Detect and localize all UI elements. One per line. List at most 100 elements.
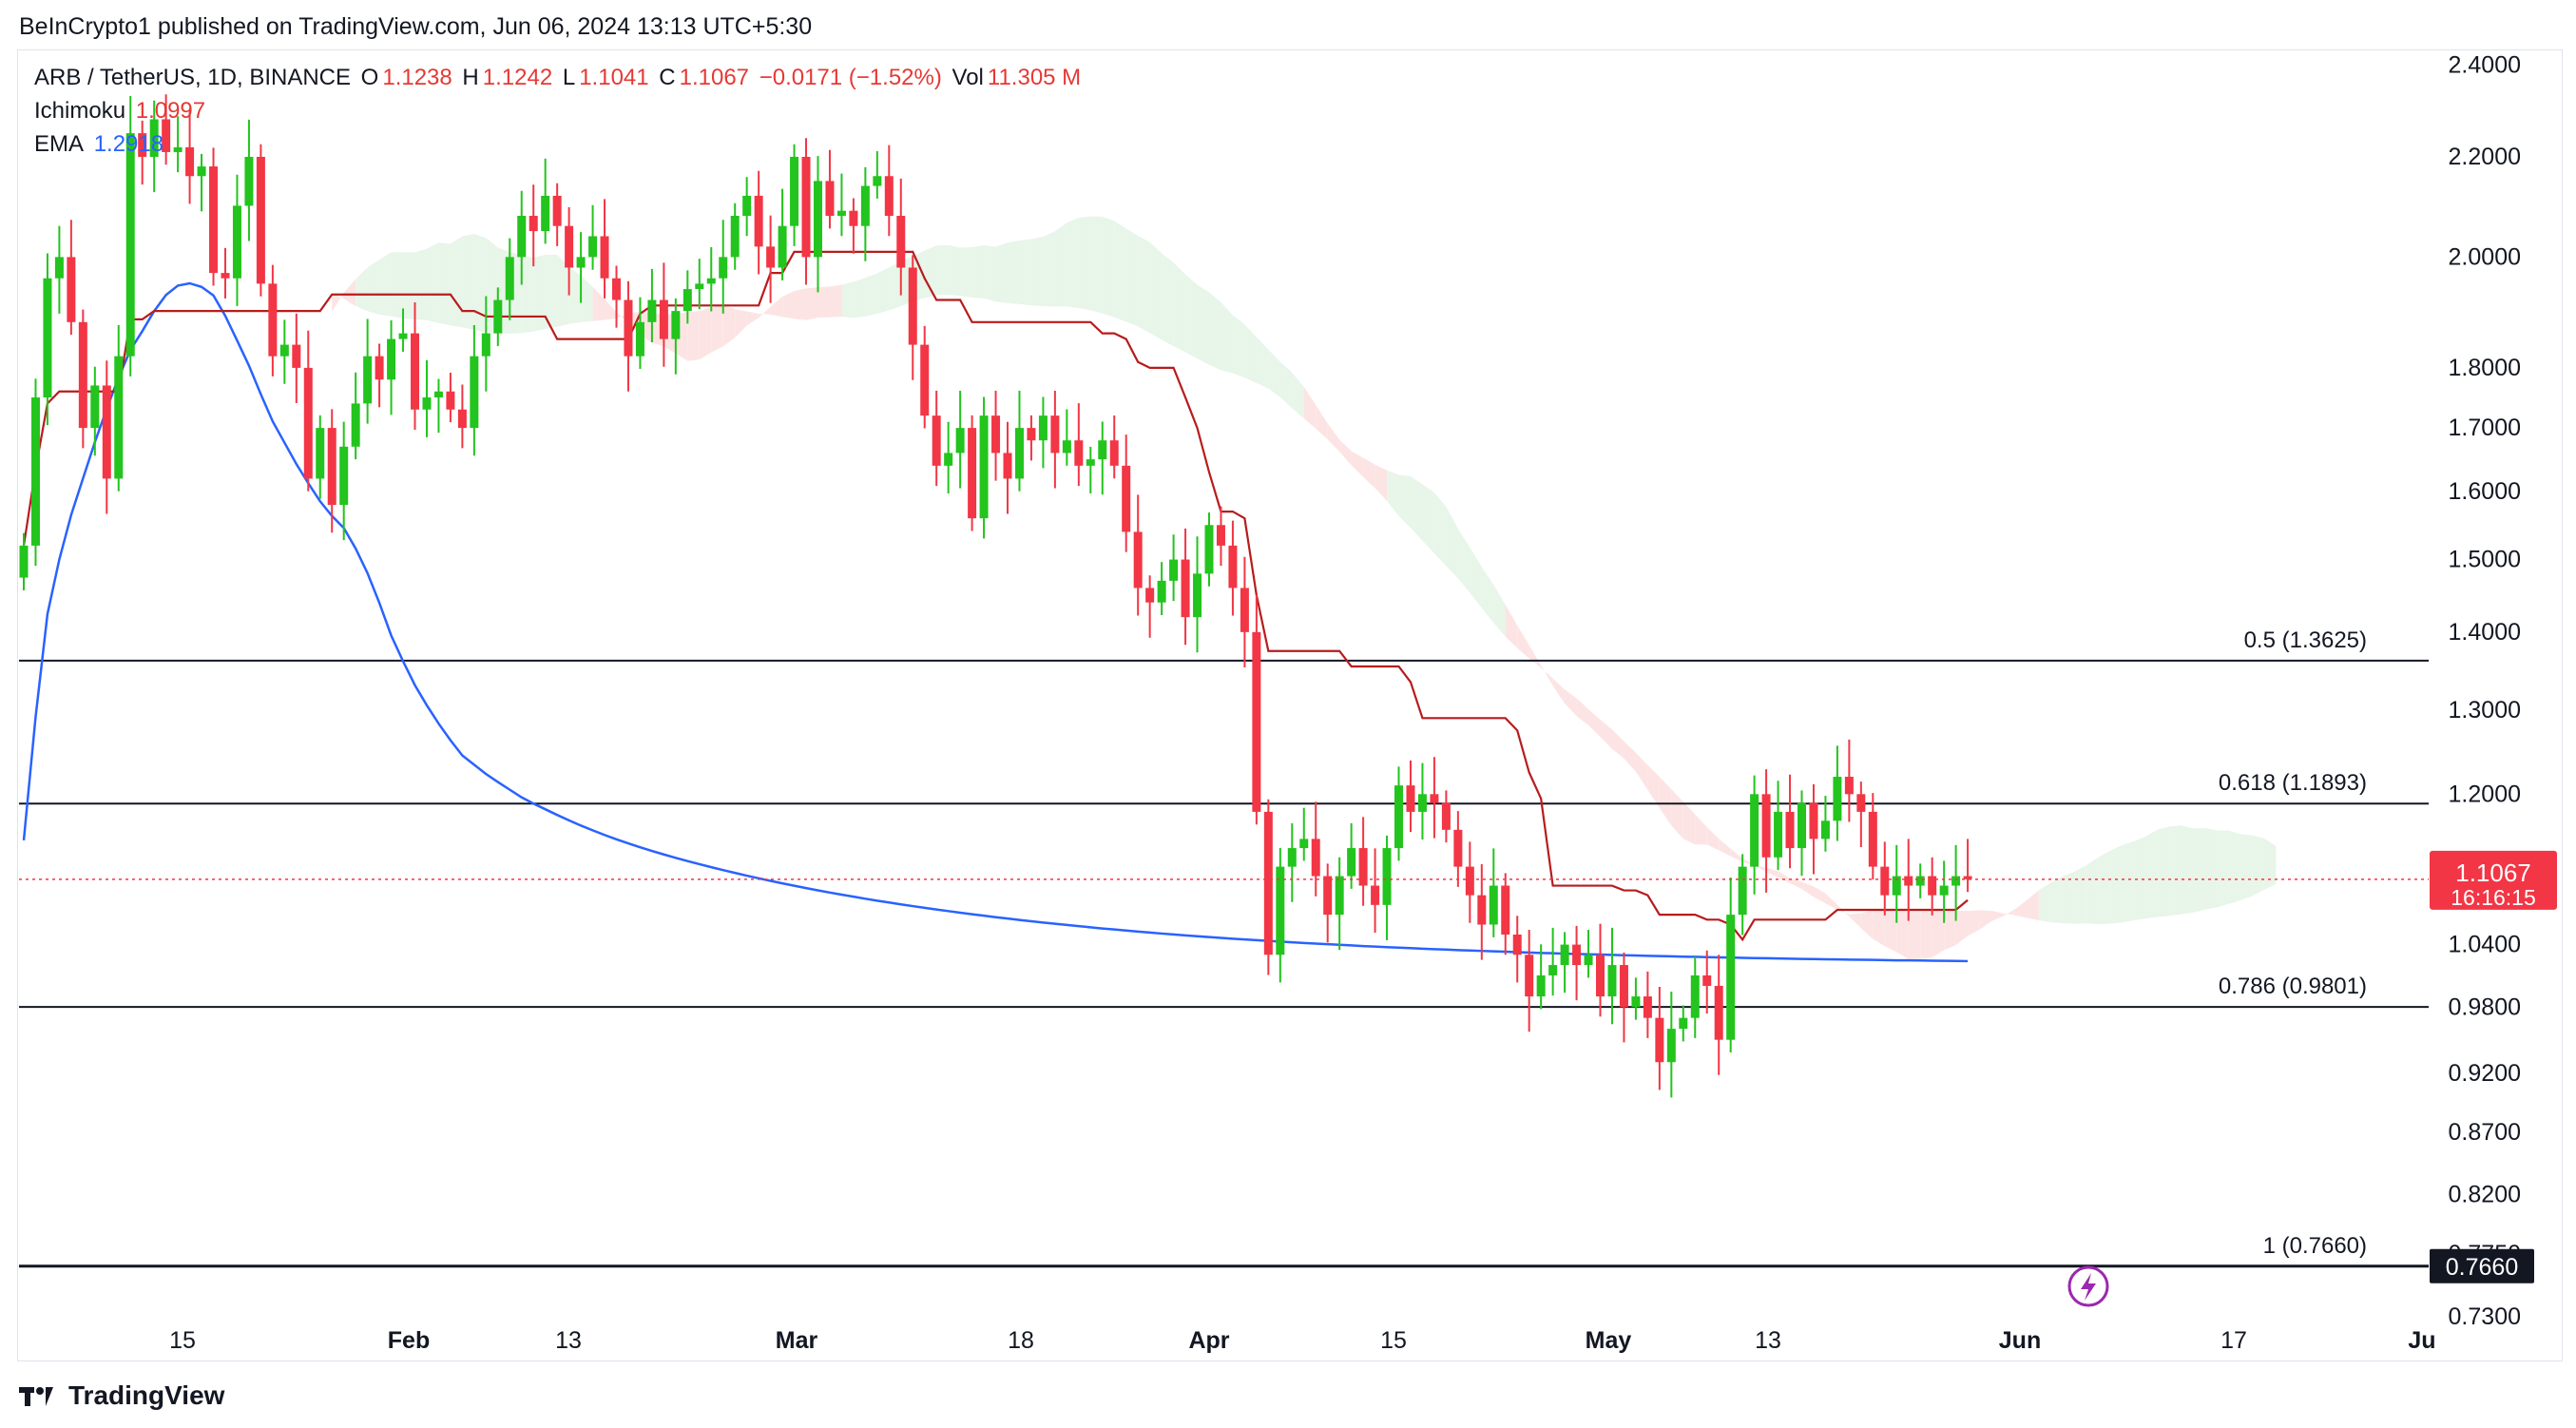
cloud-segment <box>2027 890 2039 921</box>
cloud-segment <box>1730 848 1743 862</box>
cloud-segment <box>2014 899 2028 918</box>
cloud-segment <box>2074 865 2086 924</box>
cloud-segment <box>356 267 368 312</box>
cloud-segment <box>1138 235 1150 334</box>
cloud-segment <box>391 252 404 319</box>
price-tick: 2.2000 <box>2449 144 2521 170</box>
candle-body <box>647 299 657 322</box>
fib-levels: 0.5 (1.3625) 0.618 (1.1893) 0.786 (0.9801)… <box>19 627 2429 1268</box>
candle-body <box>706 278 716 284</box>
cloud-segment <box>1719 839 1731 857</box>
cloud-segment <box>2133 836 2146 921</box>
cloud-segment <box>1410 475 1423 541</box>
candle-body <box>244 156 254 206</box>
cloud-segment <box>1102 216 1115 318</box>
cloud-segment <box>770 297 783 318</box>
candle-body <box>1844 777 1854 795</box>
cloud-segment <box>1979 910 1992 930</box>
cloud-segment <box>876 267 890 314</box>
cloud-segment <box>1339 439 1352 466</box>
candle-body <box>1785 811 1795 849</box>
cloud-segment <box>1778 871 1791 883</box>
candle-body <box>470 356 479 429</box>
candle-body <box>138 133 147 157</box>
cloud-segment <box>592 286 606 321</box>
vol-value: 11.305 M <box>987 65 1082 90</box>
cloud-segment <box>581 276 593 322</box>
cloud-segment <box>782 291 795 319</box>
candle-body <box>1086 459 1095 466</box>
cloud-segment <box>1279 361 1293 409</box>
candle-body <box>268 283 278 357</box>
cloud-segment <box>687 310 700 361</box>
cloud-segment <box>1790 878 1802 890</box>
candle-body <box>1038 415 1048 441</box>
time-tick: 15 <box>169 1327 196 1354</box>
candle-body <box>387 338 396 380</box>
time-tick: Feb <box>388 1327 430 1354</box>
fib-label: 0.5 (1.3625) <box>2244 627 2367 653</box>
symbol-label: ARB / TetherUS, 1D, BINANCE <box>34 65 351 90</box>
candle-body <box>1477 895 1487 925</box>
candle-body <box>552 195 562 226</box>
candle-body <box>446 391 455 410</box>
candle-body <box>1856 794 1866 812</box>
cloud-segment <box>2204 827 2217 910</box>
cloud-segment <box>1149 241 1163 340</box>
cloud-segment <box>853 278 866 318</box>
candle-body <box>1276 866 1285 955</box>
candle-body <box>1122 465 1131 532</box>
cloud-segment <box>1114 221 1126 322</box>
price-axis: 2.4000 2.2000 2.0000 1.8000 1.7000 1.6000 1.50… <box>2449 52 2521 1330</box>
tradingview-logo[interactable]: TradingView <box>19 1380 224 1411</box>
candle-body <box>54 257 64 279</box>
candle-body <box>1050 415 1060 453</box>
candle-body <box>221 273 230 279</box>
candle-body <box>1394 785 1404 849</box>
candle-body <box>529 215 538 232</box>
cloud-segment <box>473 234 487 333</box>
legend-ichimoku-row[interactable]: Ichimoku 1.0997 <box>34 98 209 125</box>
cloud-segment <box>711 305 723 353</box>
cloud-segment <box>605 299 617 320</box>
open-value: 1.1238 <box>382 65 452 90</box>
candle-body <box>493 299 503 334</box>
price-tick: 1.2000 <box>2449 781 2521 807</box>
cloud-segment <box>2086 858 2099 925</box>
cloud-segment <box>1209 292 1221 371</box>
candle-body <box>1252 631 1261 812</box>
cloud-segment <box>1067 218 1079 309</box>
cloud-segment <box>759 306 771 318</box>
low-label: L <box>562 65 576 90</box>
candle-body <box>1228 545 1238 589</box>
cloud-segment <box>841 281 854 318</box>
cloud-segment <box>1470 547 1482 608</box>
cloud-segment <box>794 288 807 320</box>
chart-frame <box>17 49 2563 1361</box>
time-axis: 15 Feb 13 Mar 18 Apr 15 May 13 Jun 17 Ju <box>169 1327 2436 1354</box>
candle-body <box>612 278 621 300</box>
candle-body <box>682 289 692 312</box>
cloud-segment <box>1505 605 1518 648</box>
cloud-segment <box>1268 349 1280 397</box>
candle-body <box>422 397 432 410</box>
time-tick: 17 <box>2220 1327 2247 1354</box>
candle-body <box>209 166 219 274</box>
time-tick: 13 <box>555 1327 582 1354</box>
cloud-segment <box>1292 372 1304 419</box>
cloud-segment <box>1433 492 1447 567</box>
candle-body <box>316 428 325 479</box>
candle-body <box>813 181 822 258</box>
cloud-segment <box>1030 237 1044 306</box>
candle-body <box>339 446 349 506</box>
close-label: C <box>659 65 676 90</box>
candle-body <box>1062 440 1071 453</box>
legend-ema-row[interactable]: EMA 1.2918 <box>34 131 167 158</box>
cloud-segment <box>1706 827 1720 851</box>
candle-body <box>1951 876 1961 886</box>
candle-body <box>1204 525 1214 574</box>
candle-body <box>1833 777 1842 821</box>
cloud-segment <box>1647 764 1660 808</box>
cloud-segment <box>2228 830 2240 904</box>
